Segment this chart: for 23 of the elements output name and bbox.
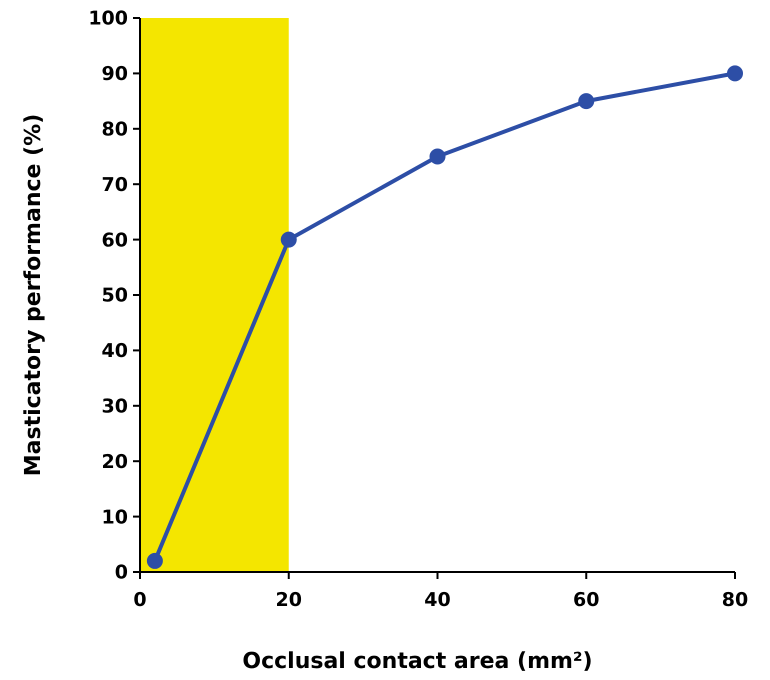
y-tick-label: 40 [102,340,128,362]
y-tick-label: 80 [102,118,128,140]
x-tick-label: 80 [722,589,748,611]
y-tick-label: 30 [102,395,128,418]
x-tick-label: 20 [276,589,302,611]
point [430,148,446,164]
x-tick-label: 60 [573,589,600,611]
y-tick-label: 70 [102,174,128,196]
y-tick-label: 0 [114,562,128,584]
x-tick-label: 40 [424,589,451,611]
y-tick-label: 100 [88,8,128,30]
y-tick-label: 60 [102,229,128,252]
y-axis-title: Masticatory performance (%) [21,114,46,476]
y-tick-label: 20 [102,450,128,473]
x-tick-label: 0 [133,589,147,611]
point [146,552,163,569]
point [578,93,594,110]
y-tick-label: 90 [102,63,128,86]
point [727,65,743,82]
point [280,232,297,248]
y-tick-label: 10 [102,506,128,528]
x-axis-title: Occlusal contact area (mm²) [242,649,593,674]
y-tick-label: 50 [102,284,128,307]
